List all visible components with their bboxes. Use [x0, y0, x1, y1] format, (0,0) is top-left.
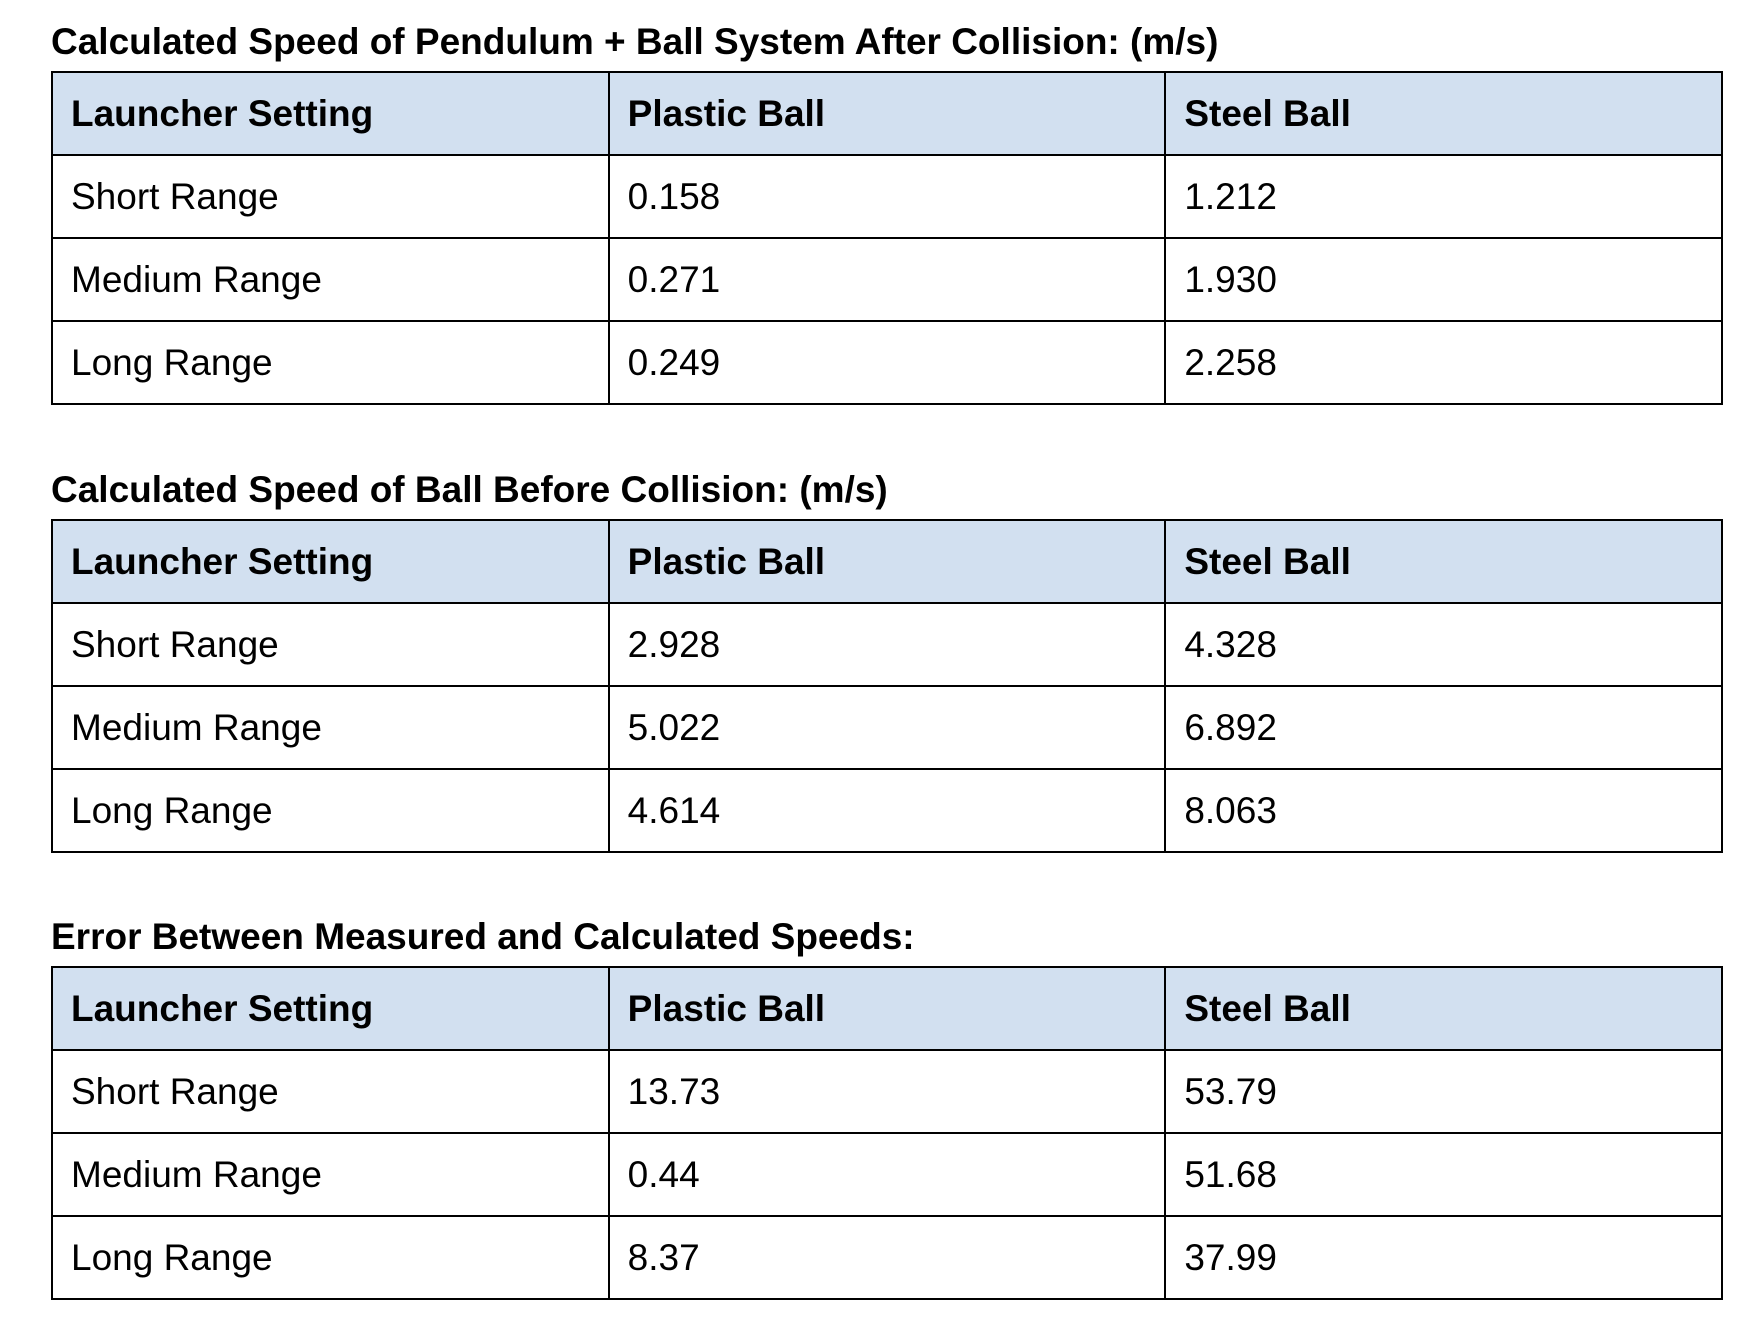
- table-row: Long Range 4.614 8.063: [51, 768, 1723, 853]
- table-cell: Short Range: [51, 154, 610, 239]
- table-cell: 0.44: [607, 1132, 1167, 1217]
- table-cell: 1.930: [1164, 237, 1723, 322]
- table-cell: Long Range: [51, 768, 610, 853]
- table-cell: 8.37: [607, 1215, 1167, 1300]
- table-row: Medium Range 0.44 51.68: [51, 1132, 1723, 1217]
- table-cell: 4.614: [607, 768, 1167, 853]
- table-cell: Short Range: [51, 602, 610, 687]
- table-cell: 53.79: [1164, 1049, 1723, 1134]
- header-cell: Plastic Ball: [607, 71, 1167, 156]
- header-cell: Plastic Ball: [607, 519, 1167, 604]
- table-row: Medium Range 0.271 1.930: [51, 237, 1723, 322]
- table-cell: Medium Range: [51, 685, 610, 770]
- section-title: Error Between Measured and Calculated Sp…: [51, 916, 915, 957]
- data-table: Launcher Setting Plastic Ball Steel Ball Sh…: [51, 71, 1723, 405]
- table-cell: 5.022: [607, 685, 1167, 770]
- table-cell: 37.99: [1164, 1215, 1723, 1300]
- table-row: Short Range 0.158 1.212: [51, 154, 1723, 239]
- table-cell: Long Range: [51, 320, 610, 405]
- table-section: Error Between Measured and Calculated Sp…: [51, 917, 1723, 1300]
- table-row: Long Range 8.37 37.99: [51, 1215, 1723, 1300]
- table-cell: 0.158: [607, 154, 1167, 239]
- header-row: Launcher Setting Plastic Ball Steel Ball: [51, 519, 1723, 604]
- table-row: Long Range 0.249 2.258: [51, 320, 1723, 405]
- header-row: Launcher Setting Plastic Ball Steel Ball: [51, 71, 1723, 156]
- section-title: Calculated Speed of Ball Before Collisio…: [51, 469, 888, 510]
- data-table: Launcher Setting Plastic Ball Steel Ball Sh…: [51, 966, 1723, 1300]
- data-table: Launcher Setting Plastic Ball Steel Ball Sh…: [51, 519, 1723, 853]
- table-cell: 8.063: [1164, 768, 1723, 853]
- header-cell: Plastic Ball: [607, 966, 1167, 1051]
- header-cell: Launcher Setting: [51, 966, 610, 1051]
- header-cell: Steel Ball: [1164, 71, 1723, 156]
- header-cell: Steel Ball: [1164, 519, 1723, 604]
- table-cell: Medium Range: [51, 1132, 610, 1217]
- table-cell: Short Range: [51, 1049, 610, 1134]
- table-cell: Medium Range: [51, 237, 610, 322]
- table-row: Medium Range 5.022 6.892: [51, 685, 1723, 770]
- table-cell: 0.271: [607, 237, 1167, 322]
- table-cell: 13.73: [607, 1049, 1167, 1134]
- header-row: Launcher Setting Plastic Ball Steel Ball: [51, 966, 1723, 1051]
- table-cell: 2.928: [607, 602, 1167, 687]
- table-cell: Long Range: [51, 1215, 610, 1300]
- table-cell: 4.328: [1164, 602, 1723, 687]
- table-cell: 0.249: [607, 320, 1167, 405]
- table-cell: 51.68: [1164, 1132, 1723, 1217]
- table-row: Short Range 13.73 53.79: [51, 1049, 1723, 1134]
- header-cell: Launcher Setting: [51, 519, 610, 604]
- table-cell: 6.892: [1164, 685, 1723, 770]
- table-section: Calculated Speed of Pendulum + Ball Syst…: [51, 22, 1723, 405]
- header-cell: Launcher Setting: [51, 71, 610, 156]
- table-cell: 2.258: [1164, 320, 1723, 405]
- header-cell: Steel Ball: [1164, 966, 1723, 1051]
- table-row: Short Range 2.928 4.328: [51, 602, 1723, 687]
- section-title: Calculated Speed of Pendulum + Ball Syst…: [51, 21, 1219, 62]
- table-section: Calculated Speed of Ball Before Collisio…: [51, 470, 1723, 853]
- table-cell: 1.212: [1164, 154, 1723, 239]
